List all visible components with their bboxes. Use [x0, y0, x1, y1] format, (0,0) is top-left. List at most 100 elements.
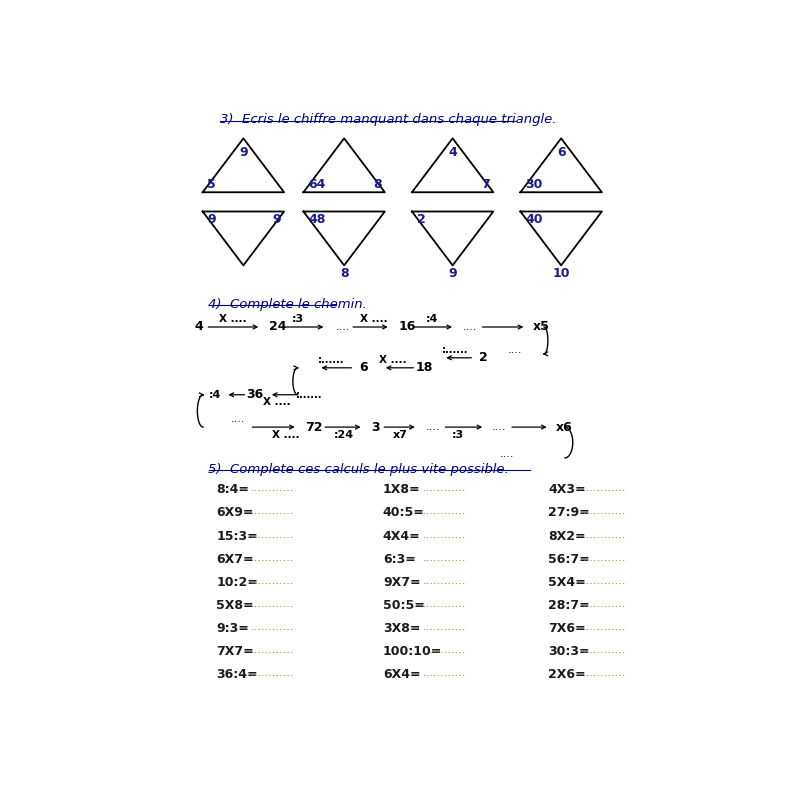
Text: ....: .... [336, 322, 350, 332]
Text: ....: .... [491, 422, 506, 432]
Text: 4X4=: 4X4= [383, 530, 421, 542]
Text: 9: 9 [448, 267, 457, 280]
Text: 3: 3 [371, 421, 380, 434]
Text: 27:9=: 27:9= [548, 506, 590, 519]
Text: ....: .... [500, 449, 514, 459]
Text: 5X8=: 5X8= [216, 599, 254, 612]
Text: 2: 2 [417, 213, 426, 226]
Text: ............: ............ [583, 506, 626, 517]
Text: ............: ............ [423, 530, 466, 539]
Text: 40:5=: 40:5= [383, 506, 425, 519]
Text: ............: ............ [251, 645, 294, 655]
Text: X ....: X .... [263, 398, 290, 407]
Text: ............: ............ [251, 530, 294, 539]
Text: ....: .... [507, 345, 522, 355]
Text: 72: 72 [306, 421, 323, 434]
Text: 7X7=: 7X7= [216, 645, 254, 658]
Text: 2: 2 [479, 351, 488, 364]
Text: ....: .... [230, 414, 246, 424]
Text: 48: 48 [308, 213, 326, 226]
Text: ....: .... [462, 322, 477, 332]
Text: 15:3=: 15:3= [216, 530, 258, 542]
Text: 16: 16 [398, 321, 416, 334]
Text: ............: ............ [423, 506, 466, 517]
Text: 6:3=: 6:3= [383, 553, 416, 566]
Text: 24: 24 [269, 321, 286, 334]
Text: ............: ............ [423, 599, 466, 609]
Text: x7: x7 [393, 430, 407, 440]
Text: ............: ............ [251, 599, 294, 609]
Text: :......: :...... [296, 390, 322, 400]
Text: 9: 9 [239, 146, 248, 159]
Text: 5X4=: 5X4= [548, 576, 586, 589]
Text: :......: :...... [318, 355, 344, 365]
Text: 7: 7 [482, 178, 490, 190]
Text: 4: 4 [195, 321, 203, 334]
Text: 36: 36 [246, 388, 264, 402]
Text: X ....: X .... [360, 314, 387, 324]
Text: ............: ............ [583, 576, 626, 586]
Text: 8: 8 [373, 178, 382, 190]
Text: X ....: X .... [219, 314, 247, 324]
Text: 36:4=: 36:4= [216, 668, 258, 681]
Text: ............: ............ [251, 483, 294, 494]
Text: 5)  Complete ces calculs le plus vite possible.: 5) Complete ces calculs le plus vite pos… [209, 462, 510, 475]
Text: 56:7=: 56:7= [548, 553, 590, 566]
Text: 7X6=: 7X6= [548, 622, 586, 635]
Text: 30: 30 [525, 178, 542, 190]
Text: 10:2=: 10:2= [216, 576, 258, 589]
Text: :3: :3 [452, 430, 464, 440]
Text: ............: ............ [583, 553, 626, 562]
Text: ............: ............ [423, 553, 466, 562]
Text: :......: :...... [442, 345, 468, 355]
Text: 2X6=: 2X6= [548, 668, 586, 681]
Text: ....: .... [426, 422, 440, 432]
Text: :4: :4 [209, 390, 221, 400]
Text: ............: ............ [583, 530, 626, 539]
Text: 4X3=: 4X3= [548, 483, 586, 496]
Text: 18: 18 [415, 362, 433, 374]
Text: :4: :4 [426, 314, 438, 324]
Text: 28:7=: 28:7= [548, 599, 590, 612]
Text: X ....: X .... [379, 355, 406, 365]
Text: ............: ............ [423, 576, 466, 586]
Text: x6: x6 [556, 421, 573, 434]
Text: 3)  Ecris le chiffre manquant dans chaque triangle.: 3) Ecris le chiffre manquant dans chaque… [220, 113, 557, 126]
Text: ............: ............ [423, 622, 466, 632]
Text: 6X9=: 6X9= [216, 506, 254, 519]
Text: 9:3=: 9:3= [216, 622, 249, 635]
Text: ............: ............ [423, 483, 466, 494]
Text: ............: ............ [583, 483, 626, 494]
Text: ............: ............ [251, 506, 294, 517]
Text: 6X4=: 6X4= [383, 668, 421, 681]
Text: 6: 6 [359, 362, 368, 374]
Text: 64: 64 [308, 178, 326, 190]
Text: 40: 40 [525, 213, 542, 226]
Text: ............: ............ [251, 576, 294, 586]
Text: ............: ............ [583, 645, 626, 655]
Text: 6X7=: 6X7= [216, 553, 254, 566]
Text: 6: 6 [557, 146, 566, 159]
Text: 8:4=: 8:4= [216, 483, 250, 496]
Text: :3: :3 [291, 314, 304, 324]
Text: 8: 8 [340, 267, 349, 280]
Text: 9: 9 [272, 213, 281, 226]
Text: X ....: X .... [272, 430, 300, 440]
Text: 5: 5 [207, 178, 216, 190]
Text: 4: 4 [448, 146, 457, 159]
Text: ............: ............ [583, 622, 626, 632]
Text: 30:3=: 30:3= [548, 645, 590, 658]
Text: x5: x5 [533, 321, 550, 334]
Text: 4)  Complete le chemin.: 4) Complete le chemin. [209, 298, 367, 310]
Text: ............: ............ [251, 553, 294, 562]
Text: ............: ............ [583, 599, 626, 609]
Text: ............: ............ [251, 668, 294, 678]
Text: 3X8=: 3X8= [383, 622, 420, 635]
Text: 50:5=: 50:5= [383, 599, 425, 612]
Text: ............: ............ [583, 668, 626, 678]
Text: :24: :24 [334, 430, 354, 440]
Text: ............: ............ [251, 622, 294, 632]
Text: ............: ............ [423, 668, 466, 678]
Text: 9X7=: 9X7= [383, 576, 421, 589]
Text: 100:10=: 100:10= [383, 645, 442, 658]
